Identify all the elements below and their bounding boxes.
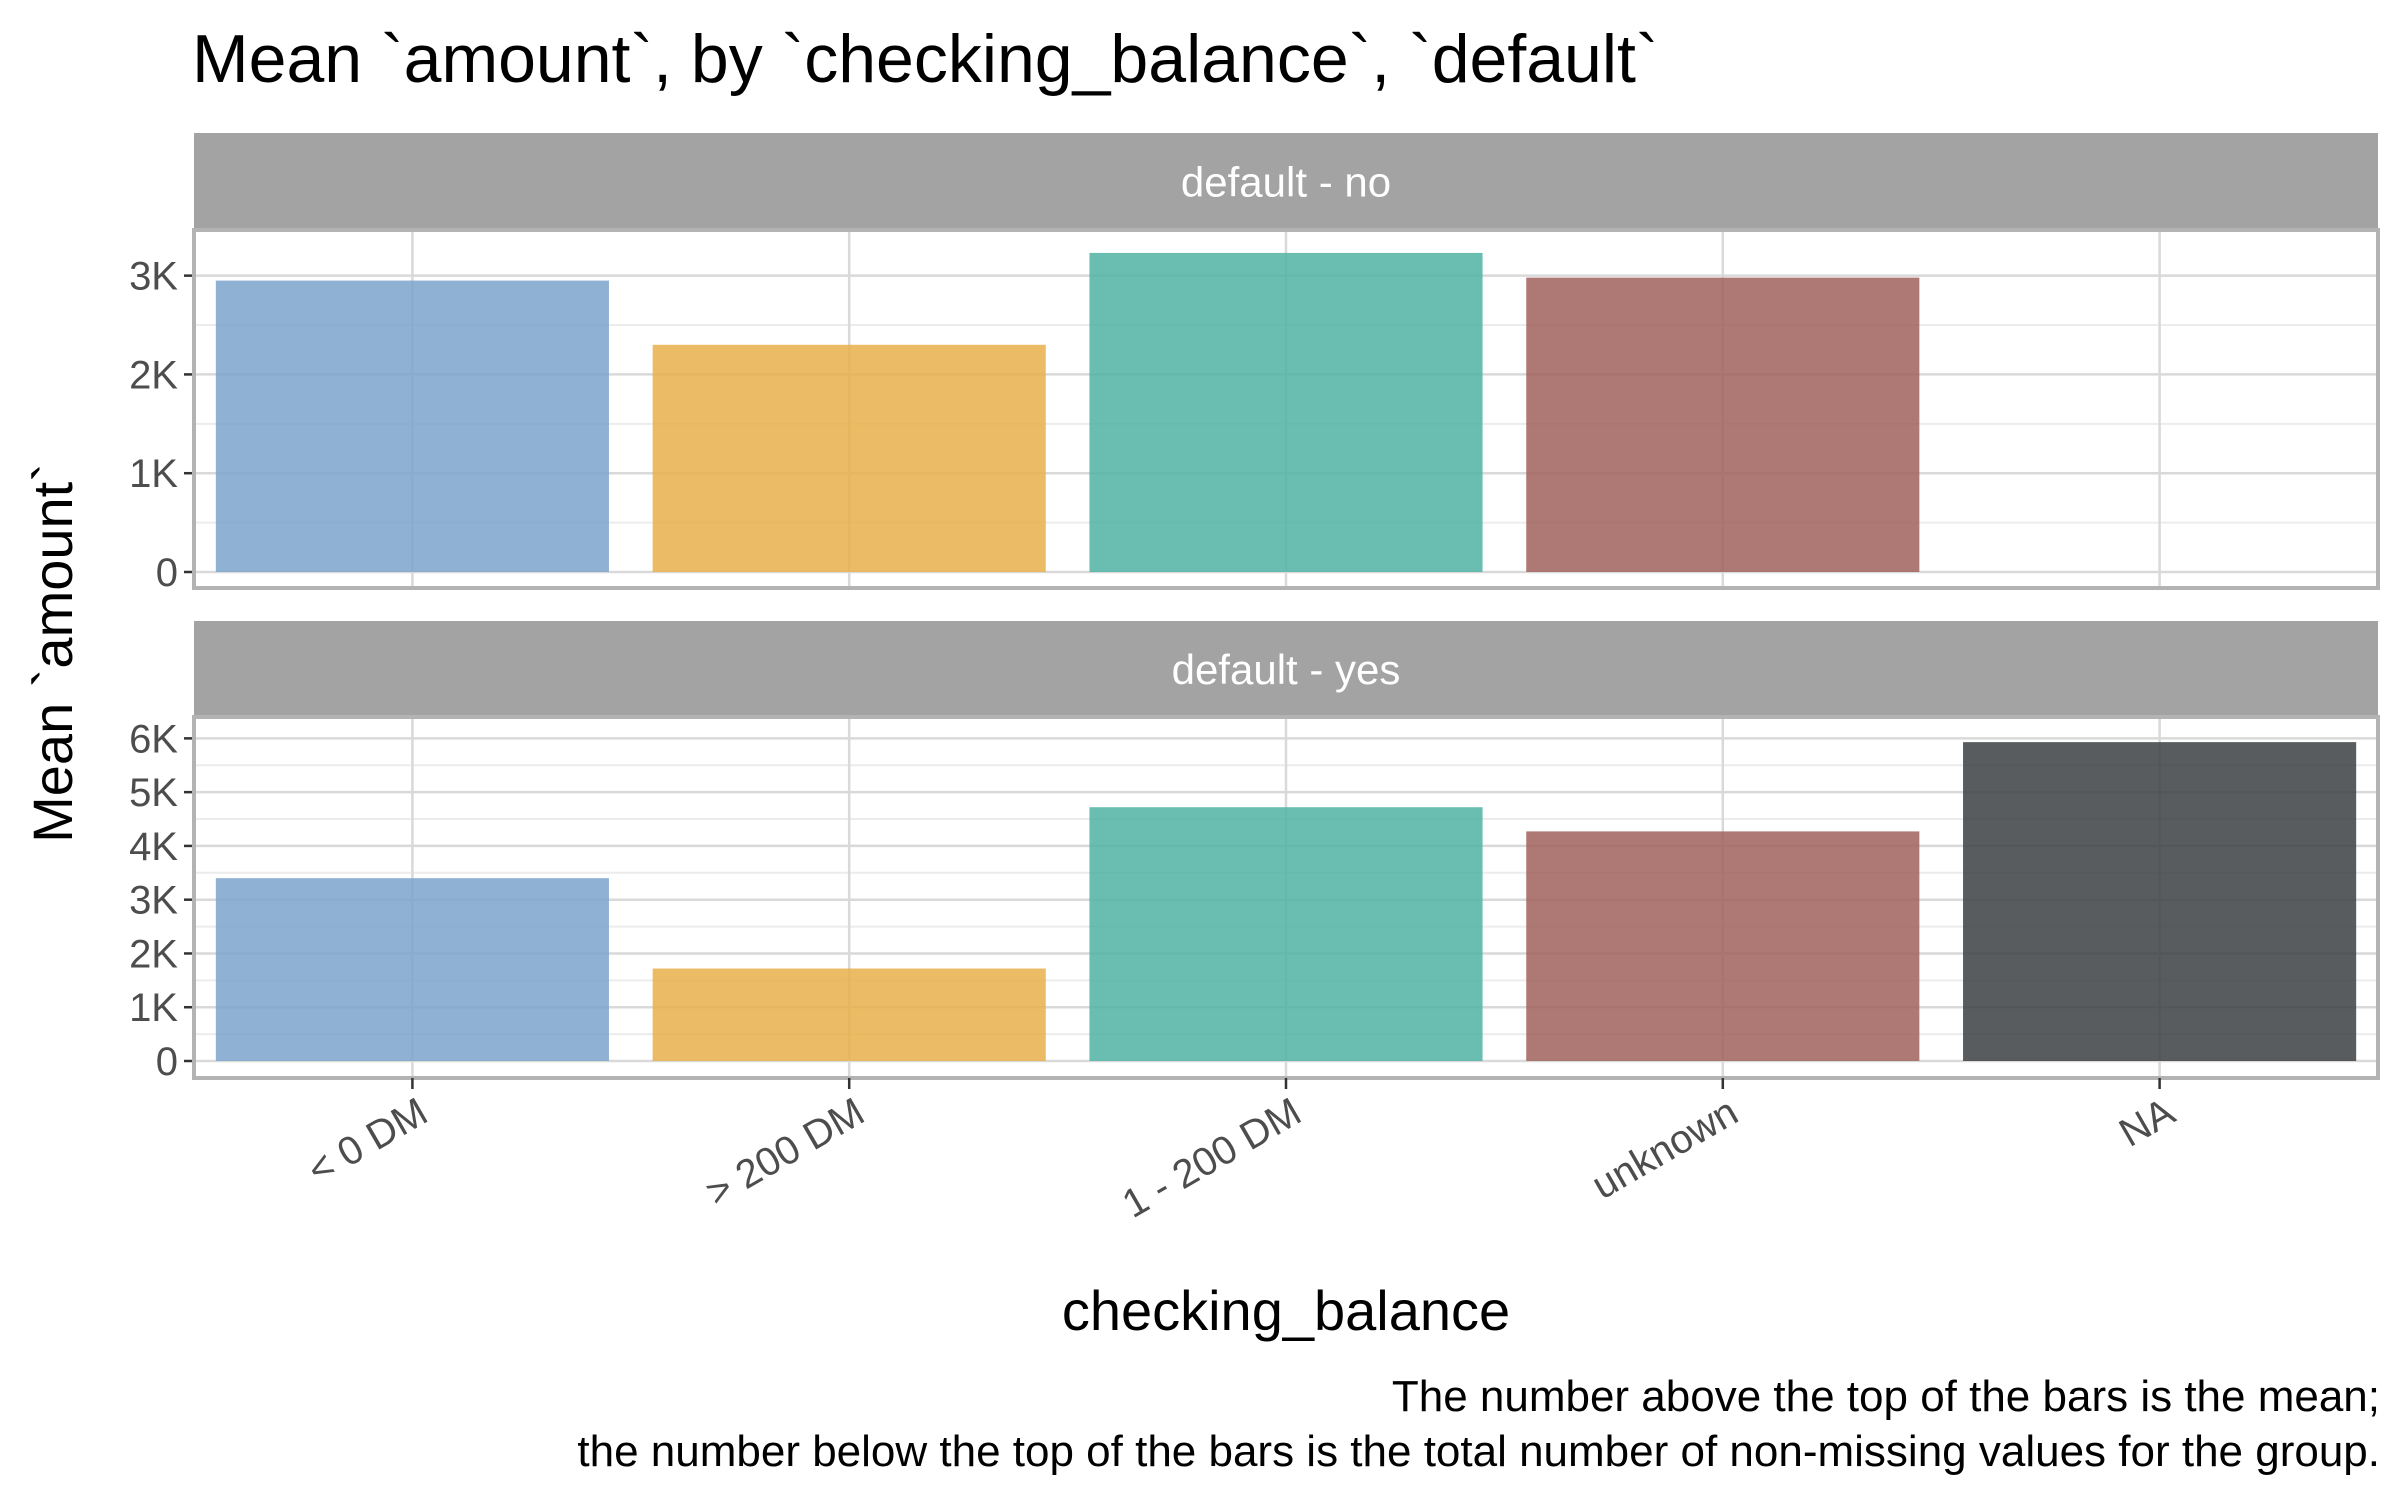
- bar-1-200-dm: [1089, 252, 1483, 572]
- y-tick-label: 0: [156, 1040, 178, 1084]
- x-tick-label: > 200 DM: [699, 1090, 872, 1215]
- x-tick-label: NA: [2112, 1090, 2182, 1156]
- caption-line-1: The number above the top of the bars is …: [1392, 1372, 2380, 1421]
- y-tick-label: 2K: [129, 932, 178, 976]
- y-tick-label: 3K: [129, 255, 178, 299]
- y-tick-label: 1K: [129, 452, 178, 496]
- chart-title: Mean `amount`, by `checking_balance`, `d…: [192, 21, 1659, 97]
- facet-panels: default - no 0 1K 2K 3K default - yes 0 1K 2K 3K 4…: [129, 133, 2380, 1084]
- bar--0-dm: [215, 280, 609, 572]
- bar-unknown: [1526, 277, 1920, 572]
- facet-strip-label: default - yes: [1172, 646, 1401, 693]
- y-tick-label: 6K: [129, 717, 178, 761]
- caption-line-2: the number below the top of the bars is …: [577, 1427, 2380, 1476]
- x-axis: < 0 DM > 200 DM 1 - 200 DM unknown NA: [300, 1078, 2182, 1227]
- facet-panel-1: default - no 0 1K 2K 3K: [129, 133, 2380, 595]
- facet-strip: [194, 133, 2378, 230]
- bar--200-dm: [652, 344, 1046, 572]
- y-tick-label: 3K: [129, 879, 178, 923]
- bar-1-200-dm: [1089, 807, 1483, 1061]
- x-tick-label: 1 - 200 DM: [1115, 1090, 1308, 1227]
- y-tick-label: 4K: [129, 825, 178, 869]
- facet-panel-2: default - yes 0 1K 2K 3K 4K 5K 6K: [129, 621, 2380, 1084]
- facet-strip: [194, 621, 2378, 717]
- y-tick-label: 0: [156, 551, 178, 595]
- x-tick-label: < 0 DM: [300, 1090, 435, 1193]
- y-axis-title: Mean `amount`: [21, 463, 84, 843]
- bar-na: [1963, 742, 2357, 1061]
- bar--0-dm: [215, 878, 609, 1061]
- y-tick-label: 5K: [129, 771, 178, 815]
- y-tick-label: 2K: [129, 353, 178, 397]
- bar-unknown: [1526, 831, 1920, 1061]
- y-tick-label: 1K: [129, 986, 178, 1030]
- bar--200-dm: [652, 968, 1046, 1061]
- facet-strip-label: default - no: [1181, 159, 1391, 206]
- x-axis-title: checking_balance: [1062, 1279, 1510, 1342]
- x-tick-label: unknown: [1585, 1090, 1746, 1208]
- panel-border: [192, 228, 2380, 590]
